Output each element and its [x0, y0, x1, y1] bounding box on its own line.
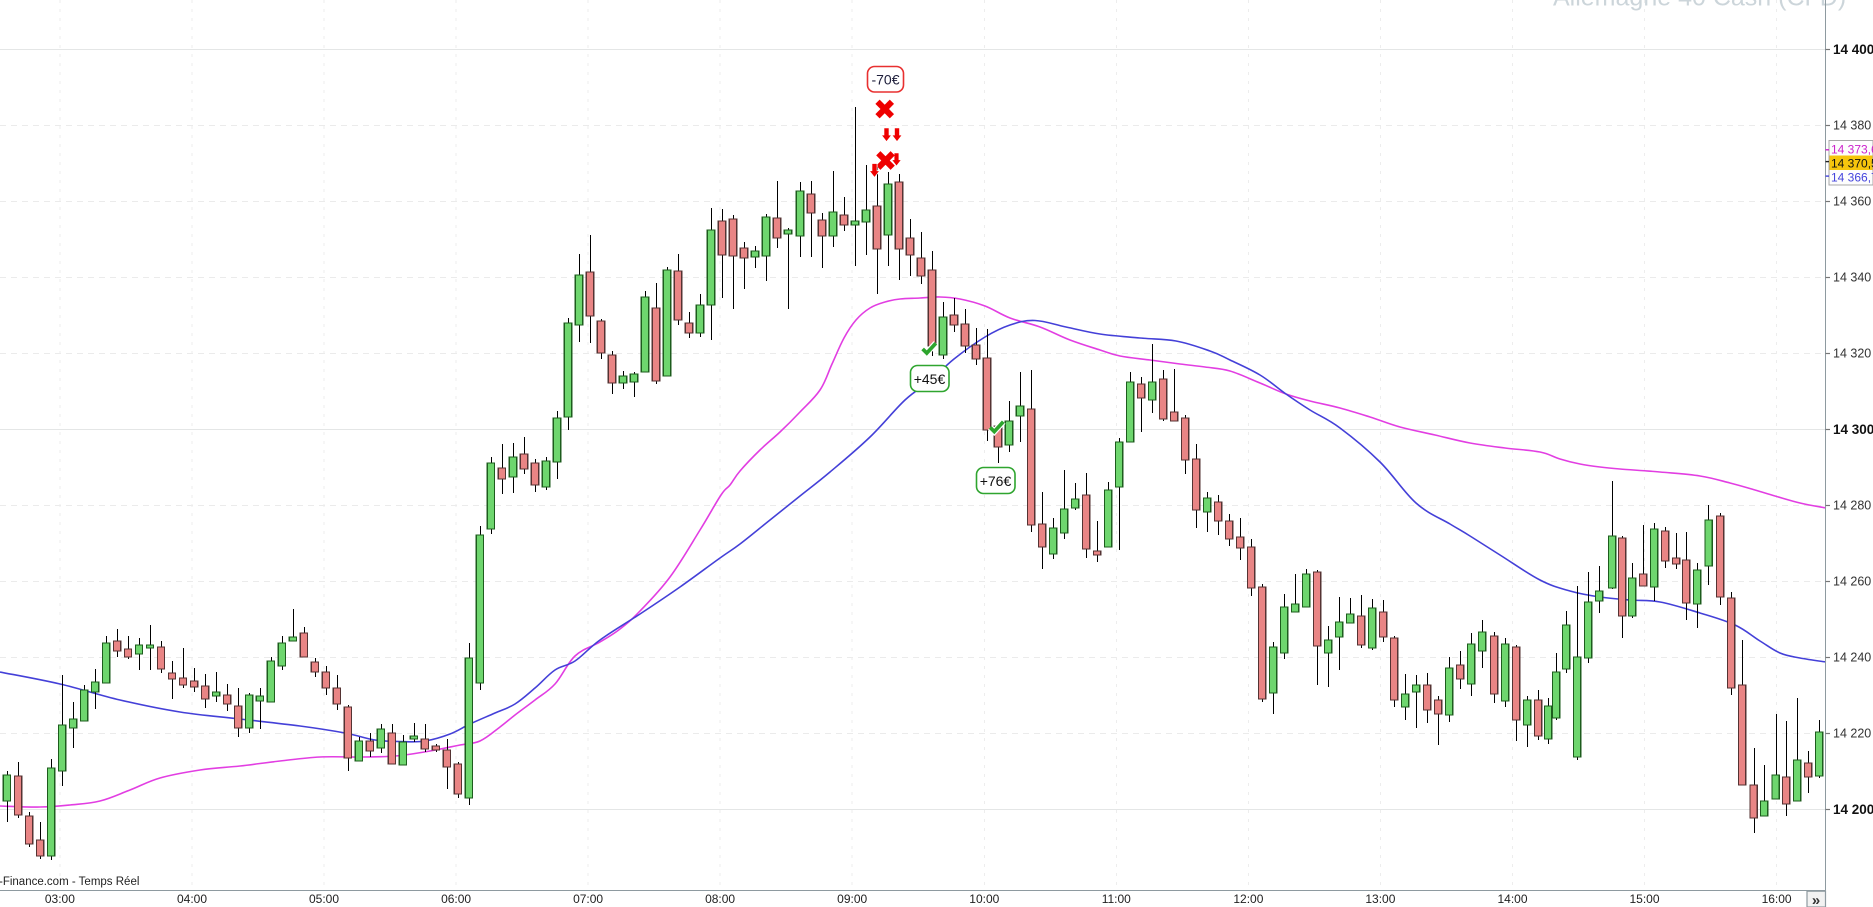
- svg-text:-70€: -70€: [871, 72, 899, 88]
- svg-text:Allemagne 40 Cash (CFD): Allemagne 40 Cash (CFD): [1553, 0, 1846, 12]
- svg-text:14 360: 14 360: [1833, 195, 1871, 209]
- svg-text:14 380: 14 380: [1833, 119, 1871, 133]
- svg-text:14 240: 14 240: [1833, 651, 1871, 665]
- svg-text:07:00: 07:00: [573, 892, 603, 906]
- svg-text:14:00: 14:00: [1497, 892, 1527, 906]
- svg-text:14 373,6: 14 373,6: [1831, 143, 1873, 157]
- svg-text:13:00: 13:00: [1365, 892, 1395, 906]
- svg-text:14 220: 14 220: [1833, 727, 1871, 741]
- svg-text:15:00: 15:00: [1629, 892, 1659, 906]
- svg-text:11:00: 11:00: [1102, 892, 1131, 906]
- svg-text:14 340: 14 340: [1833, 271, 1871, 285]
- svg-text:12:00: 12:00: [1233, 892, 1263, 906]
- svg-text:»: »: [1812, 892, 1820, 907]
- svg-text:14 300: 14 300: [1833, 422, 1873, 437]
- svg-text:16:00: 16:00: [1762, 892, 1792, 906]
- svg-text:14 366,7: 14 366,7: [1831, 171, 1873, 185]
- svg-text:08:00: 08:00: [705, 892, 735, 906]
- svg-text:+76€: +76€: [980, 473, 1012, 489]
- svg-text:03:00: 03:00: [45, 892, 75, 906]
- svg-text:14 280: 14 280: [1833, 499, 1871, 513]
- svg-text:-Finance.com - Temps Réel: -Finance.com - Temps Réel: [0, 876, 139, 888]
- svg-text:09:00: 09:00: [837, 892, 867, 906]
- svg-text:14 400: 14 400: [1833, 42, 1873, 57]
- svg-text:06:00: 06:00: [441, 892, 471, 906]
- svg-text:+45€: +45€: [914, 371, 946, 387]
- svg-text:14 260: 14 260: [1833, 575, 1871, 589]
- svg-text:14 370,5: 14 370,5: [1831, 157, 1873, 171]
- svg-text:10:00: 10:00: [969, 892, 999, 906]
- svg-text:05:00: 05:00: [309, 892, 339, 906]
- svg-text:14 200: 14 200: [1833, 802, 1873, 817]
- svg-text:04:00: 04:00: [177, 892, 207, 906]
- svg-text:14 320: 14 320: [1833, 347, 1871, 361]
